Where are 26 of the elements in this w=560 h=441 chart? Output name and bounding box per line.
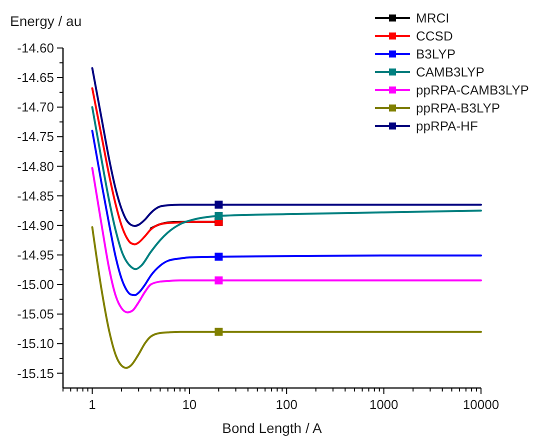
legend-label: MRCI [416,10,450,26]
y-tick-label: -15.10 [17,336,54,352]
y-tick-label: -15.00 [17,277,54,292]
y-tick-label: -15.05 [17,306,54,322]
y-tick-label: -14.85 [17,188,54,204]
x-tick-label: 1000 [369,397,398,412]
legend-label: ppRPA-B3LYP [416,100,500,116]
x-tick-label: 1 [88,397,96,412]
x-tick-label: 10 [182,397,197,412]
y-tick-label: -15.15 [17,366,54,381]
y-tick-label: -14.95 [17,248,54,263]
y-tick-label: -14.65 [17,70,54,86]
y-axis-title: Energy / au [10,13,82,29]
x-tick-label: 100 [276,397,298,412]
legend-label: B3LYP [416,46,456,62]
legend-label: CCSD [416,28,453,44]
y-tick-label: -14.80 [17,158,54,174]
x-axis-title: Bond Length / A [222,420,322,436]
y-tick-label: -14.90 [17,218,54,233]
y-tick-label: -14.60 [17,40,54,56]
x-tick-label: 10000 [462,397,500,412]
legend-label: ppRPA-HF [416,118,478,134]
y-tick-label: -14.75 [17,129,54,144]
legend-label: ppRPA-CAMB3LYP [416,82,529,98]
legend-label: CAMB3LYP [416,64,484,80]
y-tick-label: -14.70 [17,100,54,115]
